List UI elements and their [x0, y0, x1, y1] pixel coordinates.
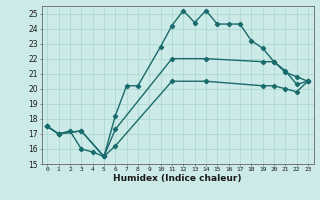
X-axis label: Humidex (Indice chaleur): Humidex (Indice chaleur) — [113, 174, 242, 183]
